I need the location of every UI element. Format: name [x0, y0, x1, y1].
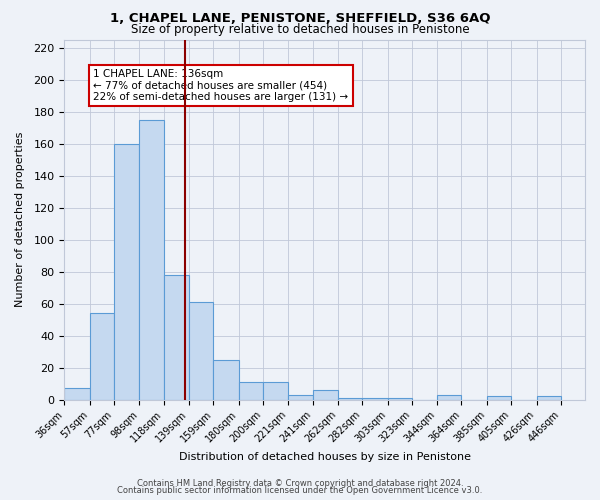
Bar — [437, 394, 461, 400]
Bar — [239, 382, 263, 400]
Y-axis label: Number of detached properties: Number of detached properties — [15, 132, 25, 308]
Bar — [164, 275, 189, 400]
Bar — [388, 398, 412, 400]
Bar — [263, 382, 289, 400]
Text: Contains public sector information licensed under the Open Government Licence v3: Contains public sector information licen… — [118, 486, 482, 495]
Bar — [114, 144, 139, 400]
Bar — [189, 302, 213, 400]
Text: 1, CHAPEL LANE, PENISTONE, SHEFFIELD, S36 6AQ: 1, CHAPEL LANE, PENISTONE, SHEFFIELD, S3… — [110, 12, 490, 26]
Bar — [313, 390, 338, 400]
Bar — [90, 313, 114, 400]
Bar — [64, 388, 90, 400]
Bar — [213, 360, 239, 400]
Bar — [487, 396, 511, 400]
Text: Contains HM Land Registry data © Crown copyright and database right 2024.: Contains HM Land Registry data © Crown c… — [137, 478, 463, 488]
Bar — [139, 120, 164, 400]
Text: 1 CHAPEL LANE: 136sqm
← 77% of detached houses are smaller (454)
22% of semi-det: 1 CHAPEL LANE: 136sqm ← 77% of detached … — [94, 69, 349, 102]
Bar — [536, 396, 561, 400]
Bar — [289, 394, 313, 400]
Bar — [338, 398, 362, 400]
X-axis label: Distribution of detached houses by size in Penistone: Distribution of detached houses by size … — [179, 452, 470, 462]
Bar — [362, 398, 388, 400]
Text: Size of property relative to detached houses in Penistone: Size of property relative to detached ho… — [131, 22, 469, 36]
